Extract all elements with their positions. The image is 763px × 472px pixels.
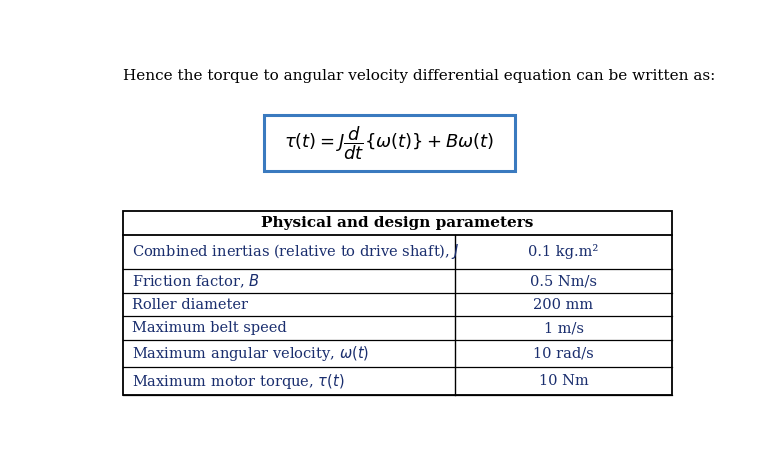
Text: Maximum angular velocity, $\omega(t)$: Maximum angular velocity, $\omega(t)$	[132, 344, 369, 363]
Text: 0.1 kg.m²: 0.1 kg.m²	[529, 244, 599, 260]
Text: Friction factor, $B$: Friction factor, $B$	[132, 272, 260, 290]
Text: Combined inertias (relative to drive shaft), $J$: Combined inertias (relative to drive sha…	[132, 243, 460, 261]
Text: Physical and design parameters: Physical and design parameters	[262, 216, 534, 230]
Text: Roller diameter: Roller diameter	[132, 298, 248, 312]
Text: Maximum belt speed: Maximum belt speed	[132, 321, 287, 335]
Text: Hence the torque to angular velocity differential equation can be written as:: Hence the torque to angular velocity dif…	[123, 69, 716, 84]
Text: 10 Nm: 10 Nm	[539, 374, 588, 388]
Text: Maximum motor torque, $\tau(t)$: Maximum motor torque, $\tau(t)$	[132, 371, 345, 390]
Text: 200 mm: 200 mm	[533, 298, 594, 312]
Text: 1 m/s: 1 m/s	[543, 321, 584, 335]
Text: $\tau(t) = J\dfrac{d}{dt}\{\omega(t)\} + B\omega(t)$: $\tau(t) = J\dfrac{d}{dt}\{\omega(t)\} +…	[285, 124, 494, 162]
Text: 10 rad/s: 10 rad/s	[533, 347, 594, 361]
FancyBboxPatch shape	[264, 115, 515, 171]
Text: 0.5 Nm/s: 0.5 Nm/s	[530, 274, 597, 288]
